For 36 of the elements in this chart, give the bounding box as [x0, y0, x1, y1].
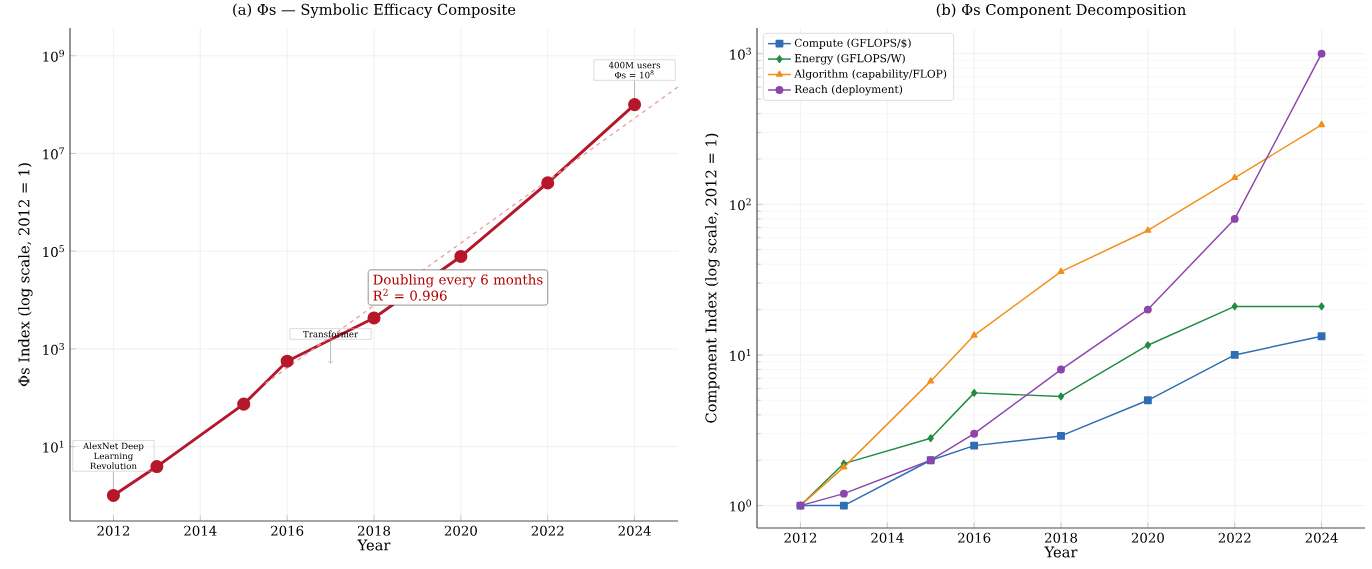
- y-tick-label: 10$^{5}$: [43, 245, 64, 258]
- y-tick-label: 10$^{7}$: [43, 147, 64, 160]
- chart-title: (b) Φs Component Decomposition: [936, 3, 1186, 18]
- legend-label: Compute (GFLOPS/$): [794, 38, 911, 49]
- x-tick-label: 2018: [357, 525, 391, 536]
- x-tick-label: 2018: [1044, 532, 1078, 543]
- x-tick-label: 2012: [784, 532, 817, 543]
- x-tick-label: 2020: [444, 525, 477, 536]
- y-tick-label: 10$^{3}$: [43, 342, 64, 355]
- chart-title: (a) Φs — Symbolic Efficacy Composite: [233, 3, 516, 18]
- x-tick-label: 2014: [871, 532, 904, 543]
- legend-label: Reach (deployment): [794, 84, 903, 96]
- annotation: AlexNet Deep Learning Revolution: [82, 442, 144, 470]
- y-tick-label: 10$^{0}$: [730, 499, 751, 512]
- annotation: 400M users Φs = 10$^{8}$: [608, 61, 661, 79]
- x-tick-label: 2014: [184, 525, 217, 536]
- x-tick-label: 2024: [1305, 532, 1338, 543]
- legend-label: Algorithm (capability/FLOP): [794, 69, 947, 80]
- y-tick-label: 10$^{1}$: [43, 440, 64, 453]
- y-tick-label: 10$^{1}$: [730, 348, 751, 361]
- y-axis-title: Φs Index (log scale, 2012 = 1): [18, 163, 33, 387]
- annotation: Doubling every 6 months R$^{2}$ = 0.996: [373, 274, 543, 301]
- x-axis-title: Year: [357, 539, 391, 551]
- legend-label: Energy (GFLOPS/W): [794, 54, 905, 65]
- x-tick-label: 2016: [271, 525, 304, 536]
- x-tick-label: 2012: [97, 525, 130, 536]
- y-axis-title: Component Index (log scale, 2012 = 1): [705, 133, 720, 423]
- x-tick-label: 2022: [531, 525, 564, 536]
- x-axis-title: Year: [1044, 546, 1078, 558]
- y-tick-label: 10$^{9}$: [43, 49, 64, 62]
- y-tick-label: 10$^{2}$: [730, 198, 751, 211]
- x-tick-label: 2016: [958, 532, 991, 543]
- y-tick-label: 10$^{3}$: [730, 47, 751, 60]
- x-tick-label: 2020: [1131, 532, 1164, 543]
- x-tick-label: 2024: [618, 525, 651, 536]
- x-tick-label: 2022: [1218, 532, 1251, 543]
